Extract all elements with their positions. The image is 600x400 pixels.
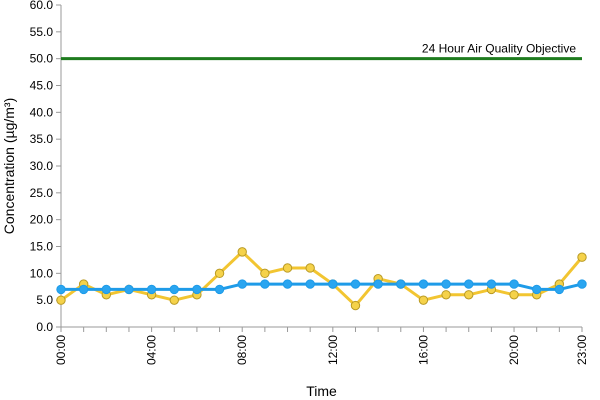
x-tick-label: 12:00: [326, 335, 340, 365]
data-point: [509, 290, 519, 300]
y-axis-title: Concentration (µg/m³): [1, 98, 17, 234]
data-point: [554, 284, 565, 295]
y-tick-label: 0.0: [36, 320, 53, 334]
data-point: [146, 284, 157, 295]
data-point: [441, 279, 451, 289]
series-line: [60, 250, 584, 308]
y-tick-label: 35.0: [30, 132, 54, 146]
data-point: [214, 284, 225, 295]
data-point: [577, 279, 587, 289]
x-tick-label: 16:00: [416, 335, 430, 365]
data-point: [509, 279, 519, 289]
data-point: [441, 290, 451, 300]
data-point: [282, 279, 293, 289]
series-2: [56, 279, 587, 295]
data-point: [486, 279, 497, 289]
x-tick-label: 23:00: [575, 335, 589, 365]
y-tick-label: 40.0: [30, 105, 54, 119]
y-tick-label: 45.0: [30, 79, 54, 93]
y-tick-label: 30.0: [30, 159, 54, 173]
data-point: [396, 279, 406, 289]
data-point: [214, 268, 225, 279]
data-point: [464, 279, 474, 289]
x-tick-label: 20:00: [507, 335, 521, 365]
data-point: [260, 268, 270, 279]
data-point: [78, 284, 89, 295]
series-line: [61, 282, 583, 291]
data-point: [124, 284, 134, 295]
objective-label: 24 Hour Air Quality Objective: [422, 42, 576, 56]
data-point: [56, 295, 66, 305]
series-1: [56, 247, 587, 311]
data-point: [577, 252, 587, 262]
y-axis-ticks: 0.0 5.0 10.0 15.0 20.0 25.0 30.0 35.0 40.0 45.0 50…: [30, 0, 61, 334]
data-point: [101, 284, 112, 295]
data-point: [350, 279, 361, 289]
x-tick-label: 00:00: [54, 335, 68, 365]
data-point: [305, 279, 315, 289]
y-tick-label: 60.0: [30, 0, 54, 12]
y-tick-label: 25.0: [30, 186, 54, 200]
data-point: [464, 290, 474, 300]
y-tick-label: 15.0: [30, 240, 54, 254]
data-point: [305, 263, 315, 273]
y-tick-label: 10.0: [30, 266, 54, 280]
y-tick-label: 50.0: [30, 52, 54, 66]
y-tick-label: 20.0: [30, 213, 54, 227]
y-tick-label: 55.0: [30, 25, 54, 39]
data-point: [56, 284, 66, 295]
data-point: [237, 279, 247, 289]
data-point: [350, 300, 361, 311]
y-tick-label: 5.0: [36, 293, 53, 307]
x-tick-label: 04:00: [145, 335, 159, 365]
x-axis-ticks: 00:00 04:00 08:00 12:00 16:00 20:00 23:00: [54, 327, 589, 365]
x-axis-title: Time: [306, 383, 337, 399]
data-point: [418, 295, 429, 305]
data-point: [260, 279, 270, 289]
series-layer: [56, 247, 587, 311]
data-point: [373, 279, 383, 289]
data-point: [169, 284, 179, 295]
data-point: [418, 279, 429, 289]
data-point: [531, 284, 542, 295]
data-point: [192, 284, 202, 295]
data-point: [328, 279, 338, 289]
x-tick-label: 08:00: [235, 335, 249, 365]
data-point: [169, 295, 179, 305]
objective-line-group: 24 Hour Air Quality Objective: [61, 42, 582, 61]
data-point: [282, 263, 293, 273]
data-point: [237, 247, 247, 257]
